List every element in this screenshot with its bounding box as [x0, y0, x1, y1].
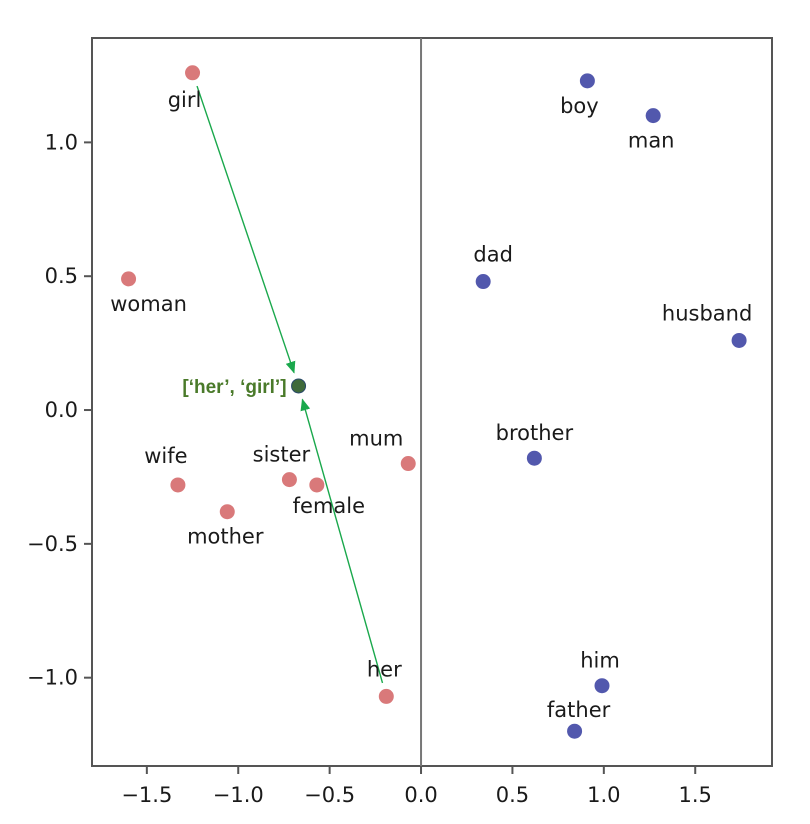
label-sister: sister	[253, 443, 311, 467]
point-girl	[185, 65, 201, 81]
axes: −1.5 −1.0 −0.5 0.0 0.5 1.0 1.5 1.0 0.5 0.0 −0.5 −1.…	[27, 37, 773, 807]
label-woman: woman	[110, 292, 187, 316]
point-him	[594, 678, 610, 694]
point-husband	[731, 332, 747, 348]
label-mother: mother	[187, 525, 264, 549]
label-dad: dad	[473, 243, 513, 267]
arrow-her-to-combined	[300, 398, 384, 684]
point-man	[645, 108, 661, 124]
y-tick-label: −1.0	[27, 666, 78, 690]
x-tick-label: −1.0	[213, 783, 264, 807]
label-man: man	[628, 129, 675, 153]
label-him: him	[580, 649, 620, 673]
x-tick-label: 0.0	[404, 783, 437, 807]
point-mother	[219, 504, 235, 520]
point-father	[567, 723, 583, 739]
label-wife: wife	[144, 444, 187, 468]
point-wife	[170, 477, 186, 493]
arrows	[196, 85, 384, 684]
y-tick-label: −0.5	[27, 532, 78, 556]
arrow-girl-to-combined	[196, 85, 296, 374]
x-tick-label: 1.5	[679, 783, 712, 807]
x-tick-label: 1.0	[587, 783, 620, 807]
label-combined: [‘her’, ‘girl’]	[182, 377, 286, 398]
point-sister	[281, 472, 297, 488]
label-girl: girl	[168, 88, 202, 112]
label-husband: husband	[662, 301, 752, 325]
point-brother	[526, 450, 542, 466]
y-tick-label: 1.0	[45, 130, 78, 154]
label-female: female	[293, 494, 365, 518]
point-her	[378, 688, 394, 704]
label-her: her	[367, 657, 402, 681]
label-mum: mum	[349, 427, 403, 451]
label-boy: boy	[560, 94, 599, 118]
data-points	[121, 65, 747, 739]
x-tick-label: −1.5	[121, 783, 172, 807]
label-father: father	[547, 698, 611, 722]
label-brother: brother	[496, 421, 574, 445]
y-tick-label: 0.5	[45, 264, 78, 288]
point-labels: girl woman wife mother sister female mum her boy…	[110, 88, 752, 722]
y-tick-label: 0.0	[45, 398, 78, 422]
point-woman	[121, 271, 137, 287]
point-female	[309, 477, 325, 493]
plot-frame	[91, 37, 773, 767]
point-mum	[400, 456, 416, 472]
x-tick-label: 0.5	[496, 783, 529, 807]
x-tick-label: −0.5	[304, 783, 355, 807]
point-dad	[475, 274, 491, 290]
point-combined	[291, 378, 307, 394]
point-boy	[579, 73, 595, 89]
